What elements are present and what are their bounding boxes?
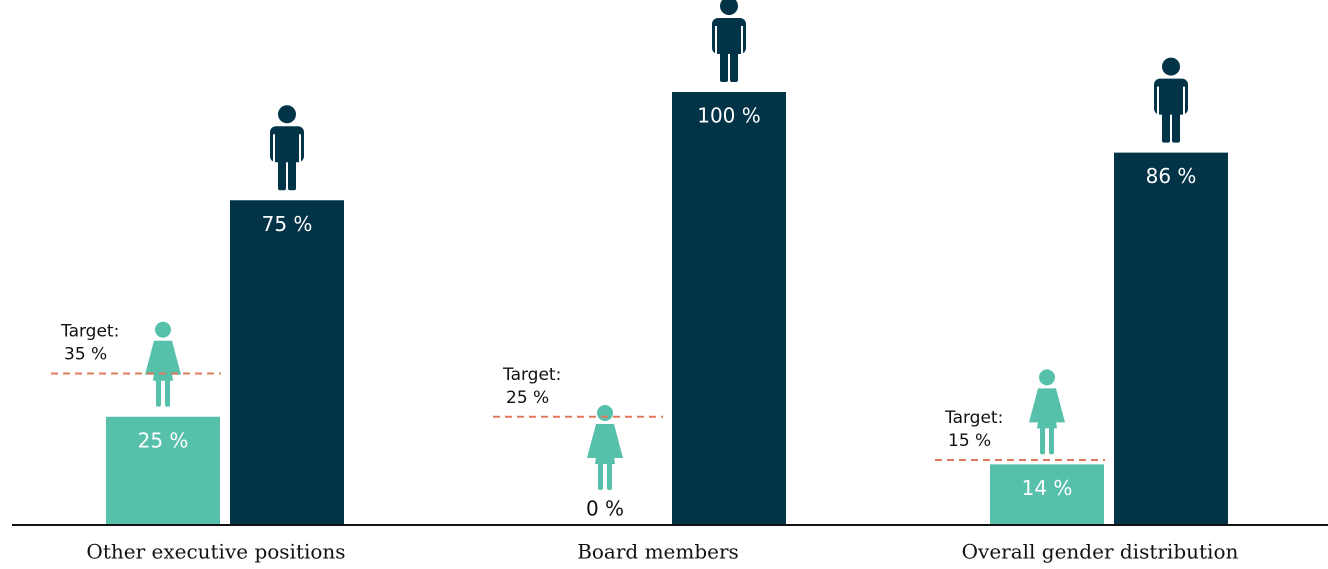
icon-body (145, 340, 181, 381)
woman-icon (587, 405, 623, 490)
icon-body (712, 18, 746, 54)
bar (1114, 152, 1228, 525)
bar (672, 92, 786, 525)
icon-head (155, 321, 171, 338)
icon-gap (715, 26, 717, 54)
icon-leg (165, 378, 170, 407)
icon-leg (288, 154, 296, 191)
value-label: 100 % (697, 104, 761, 128)
value-label: 14 % (1022, 476, 1073, 500)
value-label: 75 % (262, 212, 313, 236)
bar (106, 416, 220, 525)
icon-gap (299, 134, 301, 163)
target-value-label: 25 % (506, 388, 549, 408)
icon-gap (1183, 86, 1185, 115)
icon-gap (1157, 86, 1159, 115)
target-value-label: 15 % (948, 431, 991, 451)
x-tick-label: Board members (577, 540, 739, 564)
value-label: 0 % (586, 497, 624, 521)
icon-body (587, 424, 623, 464)
man-icon (712, 0, 746, 82)
icon-body (270, 126, 304, 163)
target-label: Target: (944, 408, 1003, 428)
icon-gap (273, 134, 275, 163)
icon-body (1154, 78, 1188, 115)
target-label: Target: (60, 321, 119, 341)
x-tick-label: Overall gender distribution (962, 540, 1239, 564)
icon-leg (1040, 426, 1045, 455)
icon-gap (741, 26, 743, 54)
icon-leg (720, 46, 728, 82)
bar (990, 464, 1104, 525)
woman-icon (1029, 369, 1065, 455)
woman-icon (145, 321, 181, 407)
icon-leg (598, 462, 603, 490)
target-label: Target: (502, 365, 561, 385)
icon-head (278, 105, 296, 124)
icon-leg (607, 462, 612, 490)
icon-leg (730, 46, 738, 82)
icon-leg (1049, 426, 1054, 455)
icon-body (1029, 388, 1065, 429)
icon-leg (1172, 106, 1180, 143)
target-value-label: 35 % (64, 344, 107, 364)
icon-head (1039, 369, 1055, 386)
icon-leg (156, 378, 161, 407)
bar (230, 200, 344, 525)
icon-head (597, 405, 613, 421)
icon-leg (1162, 106, 1170, 143)
man-icon (1154, 57, 1188, 143)
value-label: 86 % (1146, 164, 1197, 188)
icon-head (720, 0, 738, 15)
icon-leg (278, 154, 286, 191)
icon-head (1162, 57, 1180, 76)
x-tick-label: Other executive positions (86, 540, 345, 564)
man-icon (270, 105, 304, 191)
value-label: 25 % (138, 428, 189, 452)
